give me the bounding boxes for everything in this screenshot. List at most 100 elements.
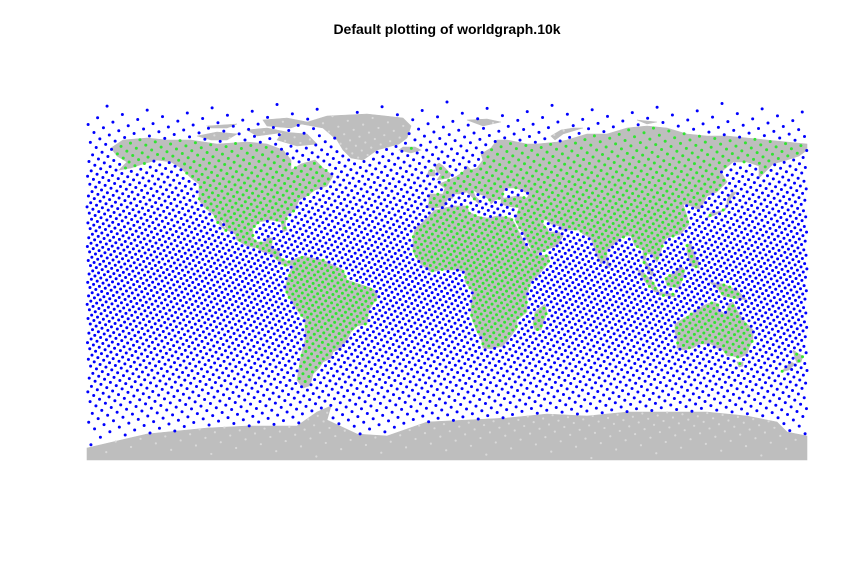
ocean-node — [605, 339, 609, 343]
ocean-node — [420, 314, 424, 318]
land-node — [223, 213, 227, 217]
ocean-node — [525, 338, 529, 342]
ocean-node — [152, 211, 156, 215]
landmass-ireland — [426, 169, 436, 177]
ocean-node — [169, 242, 173, 246]
ocean-node — [669, 301, 673, 305]
landmass-antarctica — [86, 405, 808, 461]
ocean-node — [294, 311, 298, 315]
ocean-node — [150, 205, 154, 209]
ocean-node — [693, 212, 697, 216]
ocean-node — [378, 212, 382, 216]
ocean-node — [268, 298, 272, 302]
ocean-node — [374, 312, 378, 316]
land-node — [242, 158, 246, 162]
land-node — [484, 300, 488, 304]
ocean-node — [567, 345, 571, 349]
ocean-node — [409, 229, 413, 233]
ocean-node — [394, 301, 398, 305]
land-node — [644, 185, 648, 189]
land-node — [740, 149, 744, 153]
land-node — [240, 204, 244, 208]
ocean-node — [454, 336, 458, 340]
ocean-node — [754, 216, 758, 220]
ocean-node — [693, 309, 697, 313]
ocean-node — [804, 289, 808, 293]
land-node — [424, 230, 428, 234]
ocean-node — [656, 305, 660, 309]
ocean-node — [709, 266, 713, 270]
ocean-node — [561, 246, 565, 250]
land-node — [200, 172, 204, 176]
ocean-node — [640, 255, 644, 259]
ocean-node — [576, 233, 579, 237]
ocean-node — [688, 263, 692, 267]
ocean-node — [192, 331, 196, 335]
ocean-node — [329, 145, 333, 149]
ocean-node — [327, 196, 331, 200]
ocean-node — [801, 270, 805, 274]
land-node — [695, 171, 699, 175]
land-node — [510, 256, 514, 260]
land-node — [500, 172, 504, 176]
ocean-node — [391, 268, 395, 272]
ocean-node — [141, 246, 145, 250]
ocean-node — [601, 269, 605, 273]
ocean-node — [345, 244, 349, 248]
ocean-node — [454, 168, 458, 172]
land-node — [156, 153, 160, 157]
ocean-node — [166, 175, 170, 179]
land-node — [539, 185, 543, 189]
ocean-node — [564, 324, 568, 328]
ocean-node — [248, 287, 252, 291]
land-node — [499, 324, 503, 328]
ocean-node — [719, 242, 723, 246]
ocean-node — [218, 139, 222, 143]
ocean-node — [448, 164, 452, 168]
ocean-node — [143, 251, 147, 255]
ocean-node — [431, 153, 435, 157]
land-node — [191, 174, 195, 178]
ocean-node — [141, 342, 145, 346]
ocean-node — [145, 108, 149, 112]
ocean-node — [370, 203, 374, 207]
land-node — [784, 142, 788, 146]
ocean-node — [554, 288, 558, 292]
land-node — [490, 267, 494, 271]
land-node — [652, 161, 656, 165]
land-node — [524, 144, 528, 148]
ocean-node — [522, 237, 526, 241]
land-node — [447, 261, 451, 265]
ocean-node — [737, 180, 741, 184]
land-node — [732, 295, 736, 299]
ocean-node — [356, 191, 360, 195]
ocean-node — [686, 258, 690, 262]
ocean-node — [140, 290, 144, 294]
ocean-node — [277, 224, 281, 228]
ocean-node — [365, 217, 369, 221]
land-node — [153, 140, 157, 144]
ocean-node — [790, 340, 794, 344]
ocean-node — [199, 324, 203, 328]
land-node — [545, 206, 549, 210]
ocean-node — [552, 283, 556, 287]
land-node — [661, 294, 665, 298]
ocean-node — [271, 341, 275, 345]
ocean-node — [704, 299, 708, 303]
ocean-node — [87, 331, 91, 335]
ocean-node — [98, 240, 102, 244]
land-node — [448, 214, 452, 218]
ocean-node — [354, 202, 358, 206]
ocean-node — [408, 214, 412, 218]
land-node — [484, 265, 488, 269]
land-node — [321, 258, 325, 262]
ocean-node — [764, 230, 768, 234]
ocean-node — [716, 245, 720, 249]
ocean-node — [167, 195, 171, 199]
ocean-node — [178, 200, 182, 204]
land-node — [218, 182, 222, 186]
ocean-node — [772, 129, 776, 133]
ocean-node — [138, 285, 142, 289]
ocean-node — [689, 240, 693, 244]
ocean-node — [144, 228, 148, 232]
